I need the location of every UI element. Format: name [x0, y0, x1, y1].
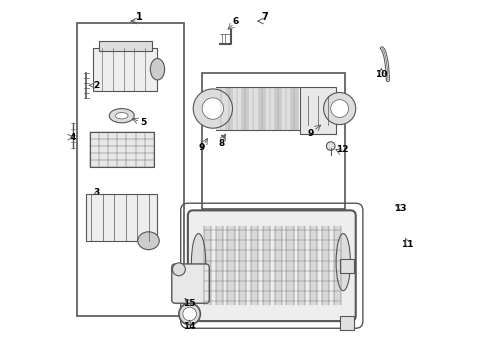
Bar: [224, 87, 233, 130]
Circle shape: [193, 89, 232, 128]
Bar: [77, 23, 184, 316]
Bar: [251, 226, 258, 305]
Bar: [266, 87, 274, 130]
Bar: [90, 132, 154, 167]
Text: 12: 12: [336, 145, 348, 154]
Bar: [216, 226, 223, 305]
Text: 2: 2: [93, 81, 99, 90]
Ellipse shape: [336, 234, 350, 291]
Bar: [241, 87, 249, 130]
Text: 6: 6: [233, 17, 239, 26]
Circle shape: [331, 100, 348, 117]
Ellipse shape: [150, 59, 165, 80]
Text: 9: 9: [308, 129, 314, 138]
Bar: [287, 226, 294, 305]
Ellipse shape: [179, 303, 200, 325]
Text: 10: 10: [374, 70, 387, 79]
Bar: [310, 226, 317, 305]
Ellipse shape: [109, 109, 134, 123]
FancyBboxPatch shape: [188, 210, 356, 321]
Circle shape: [323, 93, 356, 125]
Ellipse shape: [138, 232, 159, 249]
Bar: [322, 226, 329, 305]
Bar: [217, 87, 224, 130]
Bar: [274, 87, 282, 130]
Text: 14: 14: [183, 322, 196, 331]
Bar: [86, 194, 157, 241]
Bar: [291, 87, 298, 130]
Bar: [227, 226, 235, 305]
Bar: [300, 87, 336, 134]
Text: 13: 13: [394, 204, 407, 213]
Ellipse shape: [116, 112, 128, 119]
Bar: [93, 48, 157, 91]
Bar: [204, 226, 211, 305]
Bar: [263, 226, 270, 305]
Text: 5: 5: [140, 118, 147, 127]
Circle shape: [326, 142, 335, 150]
Bar: [340, 258, 354, 273]
Bar: [340, 316, 354, 330]
Bar: [233, 87, 241, 130]
Bar: [258, 87, 266, 130]
Circle shape: [172, 263, 185, 276]
Text: 11: 11: [401, 240, 414, 249]
Bar: [249, 87, 258, 130]
Text: 15: 15: [183, 299, 196, 308]
Text: 7: 7: [261, 13, 268, 22]
Text: 4: 4: [69, 132, 75, 141]
Circle shape: [202, 98, 223, 119]
Ellipse shape: [183, 307, 196, 321]
FancyBboxPatch shape: [172, 264, 209, 303]
Bar: [334, 226, 341, 305]
Bar: [202, 73, 345, 208]
Ellipse shape: [192, 234, 206, 291]
Bar: [282, 87, 291, 130]
Bar: [275, 226, 282, 305]
Text: 1: 1: [136, 13, 143, 22]
Text: 9: 9: [198, 143, 205, 152]
Text: 3: 3: [94, 188, 100, 197]
Bar: [239, 226, 246, 305]
Bar: [98, 41, 152, 51]
Text: 8: 8: [219, 139, 225, 148]
Bar: [298, 226, 305, 305]
